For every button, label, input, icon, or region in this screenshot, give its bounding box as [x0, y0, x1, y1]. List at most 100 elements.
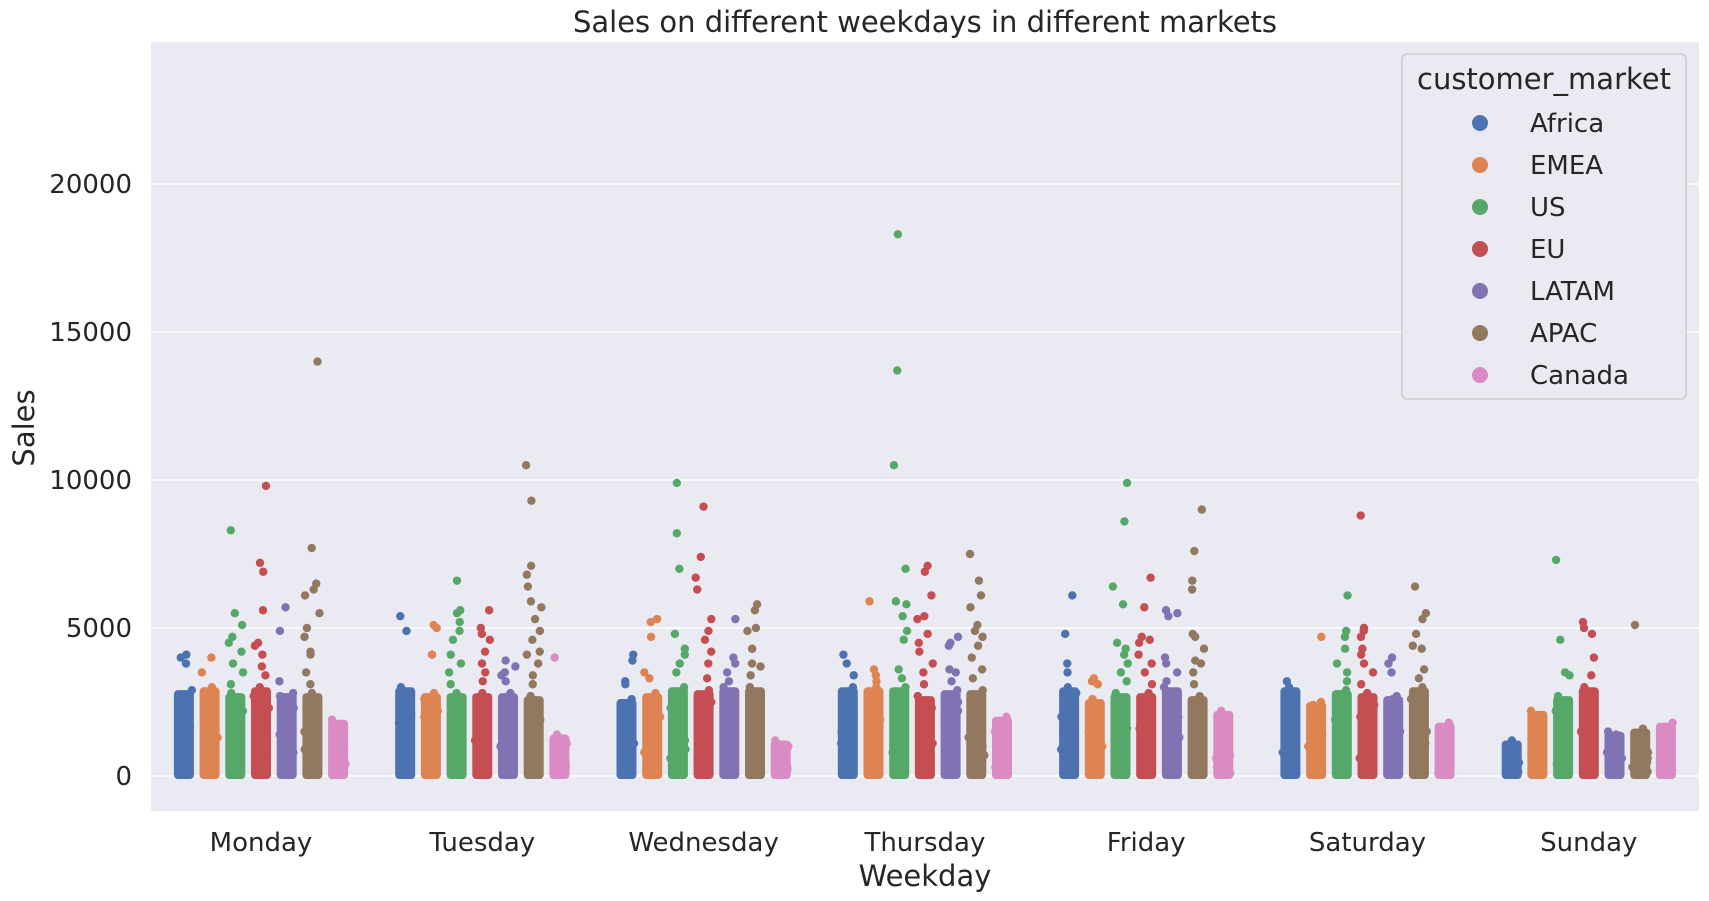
data-point	[312, 706, 322, 716]
data-point	[1366, 736, 1375, 745]
data-point	[1134, 650, 1143, 659]
data-point	[1173, 609, 1182, 618]
data-point	[1088, 694, 1097, 704]
data-point	[1310, 754, 1319, 763]
data-point	[506, 688, 515, 698]
data-point	[309, 585, 318, 594]
data-point	[927, 703, 936, 713]
data-point	[697, 751, 706, 760]
data-point	[649, 721, 658, 730]
data-point	[902, 600, 911, 609]
data-point	[628, 656, 637, 665]
data-point	[1192, 715, 1201, 724]
data-point	[707, 697, 716, 707]
data-point	[1387, 668, 1396, 677]
data-point	[483, 754, 493, 763]
data-point	[234, 727, 244, 736]
data-point	[287, 754, 296, 763]
data-point	[743, 626, 752, 636]
data-point	[919, 680, 929, 689]
data-point	[772, 768, 781, 778]
data-point	[670, 629, 680, 639]
data-point	[837, 739, 846, 748]
data-point	[503, 697, 513, 707]
data-point	[478, 677, 487, 686]
data-point	[944, 641, 954, 650]
data-point	[1588, 718, 1598, 727]
data-point	[704, 659, 713, 668]
data-point	[771, 736, 780, 745]
data-point	[1551, 555, 1561, 565]
data-point	[1507, 754, 1516, 763]
data-point	[1144, 754, 1153, 763]
data-point	[746, 671, 755, 680]
data-point	[1123, 659, 1132, 668]
dense-point-cluster	[251, 687, 271, 779]
data-point	[1172, 668, 1182, 677]
data-point	[1556, 635, 1565, 645]
data-point	[1510, 745, 1519, 754]
data-point	[943, 745, 952, 754]
data-point	[970, 626, 980, 636]
data-point	[528, 671, 538, 680]
data-point	[1291, 706, 1300, 716]
data-point	[228, 659, 238, 668]
data-point	[1138, 700, 1147, 710]
data-point	[496, 742, 505, 751]
data-point	[1603, 727, 1613, 736]
data-point	[528, 635, 537, 645]
data-point	[524, 748, 533, 757]
data-point	[1356, 511, 1365, 520]
data-point	[183, 739, 192, 748]
data-point	[1561, 745, 1570, 754]
data-point	[1527, 748, 1536, 757]
data-point	[201, 718, 211, 727]
data-point	[452, 609, 462, 618]
data-point	[1136, 712, 1145, 721]
data-point	[925, 748, 934, 757]
data-point	[275, 691, 285, 701]
data-point	[261, 481, 271, 491]
data-point	[1318, 730, 1327, 739]
data-point	[652, 703, 662, 713]
data-point	[300, 727, 309, 736]
data-point	[503, 706, 512, 716]
data-point	[394, 718, 404, 727]
data-point	[454, 736, 463, 745]
data-point	[977, 665, 987, 674]
data-point	[258, 650, 267, 659]
data-point	[1417, 644, 1426, 653]
data-point	[1617, 754, 1627, 763]
data-point	[1163, 724, 1172, 733]
data-point	[1098, 742, 1107, 751]
data-point	[506, 724, 515, 733]
legend-item-eu: EU	[1472, 235, 1565, 265]
data-point	[652, 614, 662, 624]
data-point	[422, 754, 431, 763]
data-point	[863, 733, 872, 742]
data-point	[622, 733, 631, 742]
data-point	[452, 688, 461, 698]
data-point	[849, 671, 858, 680]
legend-marker	[1472, 283, 1488, 299]
data-point	[680, 736, 690, 745]
data-point	[277, 721, 286, 730]
data-point	[261, 671, 270, 680]
data-point	[672, 478, 682, 488]
legend-label: EMEA	[1530, 151, 1603, 181]
data-point	[978, 685, 987, 695]
series-emea	[197, 597, 1548, 779]
data-point	[893, 230, 903, 239]
data-point	[1068, 591, 1077, 600]
data-point	[1643, 767, 1652, 776]
data-point	[1642, 758, 1652, 767]
data-point	[1553, 691, 1563, 701]
data-point	[870, 742, 879, 751]
legend-marker	[1472, 325, 1488, 341]
data-point	[1190, 632, 1200, 642]
data-point	[470, 736, 480, 745]
data-point	[307, 543, 316, 553]
data-point	[1161, 659, 1171, 668]
data-point	[453, 745, 463, 754]
data-point	[252, 733, 261, 742]
